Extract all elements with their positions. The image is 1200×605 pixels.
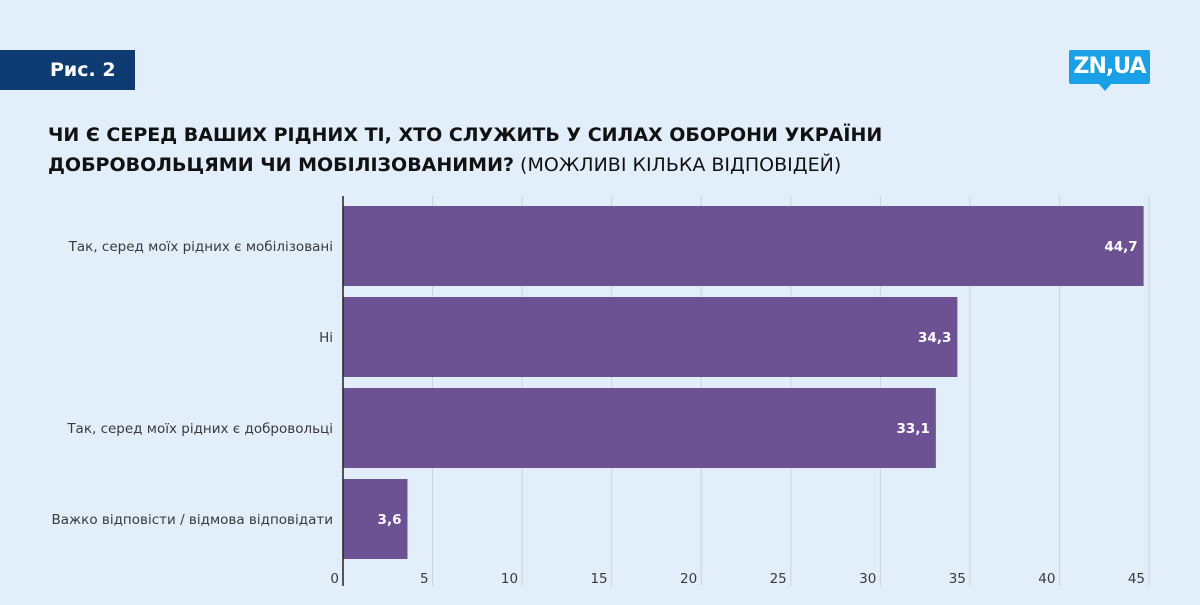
- category-label: Ні: [319, 330, 333, 346]
- zn-ua-logo: ZN,UA: [1069, 50, 1150, 84]
- x-tick-label: 10: [501, 571, 518, 587]
- x-tick-label: 20: [680, 571, 697, 587]
- figure-label: Рис. 2: [0, 50, 135, 90]
- logo-pointer-icon: [1098, 83, 1112, 91]
- data-label: 33,1: [897, 421, 930, 437]
- category-label: Важко відповісти / відмова відповідати: [51, 512, 333, 528]
- category-labels: Так, серед моїх рідних є мобілізовані Ні Т…: [51, 239, 333, 528]
- bar: [343, 479, 408, 559]
- data-label: 34,3: [918, 330, 951, 346]
- x-tick-label: 40: [1038, 571, 1055, 587]
- data-label: 3,6: [378, 512, 402, 528]
- chart-title-note: (МОЖЛИВІ КІЛЬКА ВІДПОВІДЕЙ): [514, 154, 842, 176]
- x-tick-labels: 0 5 10 15 20 25 30 35 40 45: [330, 571, 1145, 587]
- x-tick-label: 5: [420, 571, 429, 587]
- category-label: Так, серед моїх рідних є добровольці: [66, 421, 333, 437]
- x-tick-label: 30: [859, 571, 876, 587]
- chart-title-question: ЧИ Є СЕРЕД ВАШИХ РІДНИХ ТІ, ХТО СЛУЖИТЬ …: [48, 124, 883, 176]
- bar: [343, 388, 936, 468]
- x-tick-label: 15: [590, 571, 607, 587]
- x-tick-label: 0: [330, 571, 339, 587]
- bar: [343, 206, 1144, 286]
- chart-title: ЧИ Є СЕРЕД ВАШИХ РІДНИХ ТІ, ХТО СЛУЖИТЬ …: [48, 120, 1048, 180]
- bar: [343, 297, 958, 377]
- data-label: 44,7: [1104, 239, 1137, 255]
- bars: [343, 206, 1144, 559]
- data-labels: 44,7 34,3 33,1 3,6: [378, 239, 1138, 528]
- category-label: Так, серед моїх рідних є мобілізовані: [68, 239, 333, 255]
- x-tick-label: 25: [770, 571, 787, 587]
- x-tick-label: 35: [949, 571, 966, 587]
- x-tick-label: 45: [1128, 571, 1145, 587]
